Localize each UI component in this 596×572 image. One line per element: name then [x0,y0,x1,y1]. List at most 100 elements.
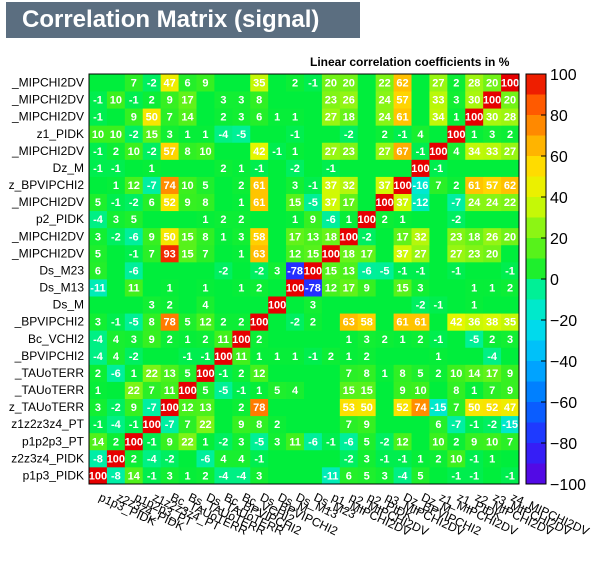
heatmap-cell [232,125,251,143]
heatmap-cell [106,381,126,399]
palette-swatch [526,197,546,218]
heatmap-cell [214,449,233,468]
cell-value-label: 7 [167,112,173,124]
heatmap-cell [178,466,197,485]
cell-value-label: 2 [95,368,101,380]
heatmap-cell [429,449,448,468]
heatmap-cell [447,381,466,399]
heatmap-cell [250,125,269,143]
heatmap-cell [250,279,269,297]
cell-value-label: 57 [164,146,176,158]
heatmap-cell [250,142,269,160]
heatmap-cell [196,193,215,212]
heatmap-cell [268,296,287,314]
palette-swatch [526,94,546,116]
cell-value-label: -2 [290,163,300,175]
heatmap-cell [483,347,502,365]
heatmap-cell [89,466,108,485]
cell-value-label: 7 [149,248,155,260]
heatmap-cell [411,279,430,297]
cell-value-label: -5 [469,334,479,346]
heatmap-cell [375,296,394,314]
cell-value-label: 1 [382,368,388,380]
heatmap-cell [286,449,305,468]
cell-value-label: 27 [450,248,462,260]
heatmap-cell [429,261,448,280]
cell-value-label: 1 [471,385,477,397]
heatmap-cell [447,279,466,297]
heatmap-cell [268,381,287,399]
cell-value-label: -4 [111,419,122,431]
heatmap-cell [357,91,377,109]
heatmap-cell [304,449,323,468]
heatmap-cell [286,347,305,365]
heatmap-cell [304,381,323,399]
heatmap-cell [214,193,233,212]
heatmap-cell [124,330,144,348]
palette-swatch [526,115,546,136]
heatmap-cell [321,398,341,417]
cell-value-label: 5 [202,180,208,192]
cell-value-label: -5 [308,197,318,209]
heatmap-cell [447,296,466,314]
heatmap-cell [124,398,144,417]
heatmap-cell [411,108,430,126]
y-tick-label: z1z2z3z4_PT [11,417,84,431]
heatmap-cell [232,398,251,417]
heatmap-cell [357,227,377,246]
cell-value-label: 2 [220,317,226,329]
heatmap-cell [160,466,179,485]
cell-value-label: 2 [113,436,119,448]
heatmap-cell [357,364,377,382]
cell-value-label: -2 [111,402,121,414]
cell-value-label: 22 [128,385,140,397]
cell-value-label: -4 [93,334,104,346]
heatmap-cell [89,74,108,92]
cell-value-label: -4 [218,470,229,482]
heatmap-cell [411,381,430,399]
palette-tick-label: 60 [550,149,568,166]
cell-value-label: 3 [274,436,280,448]
heatmap-cell [375,210,394,229]
heatmap-cell [178,398,197,417]
heatmap-cell [357,296,377,314]
heatmap-cell [142,432,162,451]
heatmap-cell [357,432,377,451]
cell-value-label: 17 [343,197,355,209]
heatmap-cell [321,381,341,399]
heatmap-cell [321,415,341,434]
heatmap-cell [321,210,341,229]
cell-value-label: 42 [253,146,265,158]
heatmap-cell [232,159,251,177]
heatmap-cell [106,296,126,314]
palette-swatch [526,443,546,464]
cell-value-label: -7 [147,180,157,192]
heatmap-cell [501,415,520,434]
cell-value-label: 37 [396,197,408,209]
heatmap-cell [447,125,466,143]
heatmap-cell [250,244,269,263]
heatmap-cell [178,330,197,348]
palette-swatch [526,463,546,485]
cell-value-label: 4 [292,385,299,397]
cell-value-label: -7 [451,197,461,209]
cell-value-label: 61 [396,112,408,124]
heatmap-cell [250,91,269,109]
cell-value-label: 6 [95,265,101,277]
heatmap-cell [429,466,448,485]
heatmap-cell [321,176,341,194]
cell-value-label: 3 [238,112,244,124]
heatmap-cell [268,432,287,451]
heatmap-cell [321,313,341,331]
heatmap-cell [124,466,144,485]
palette-swatch [526,402,546,423]
cell-value-label: -4 [93,351,104,363]
cell-value-label: 24 [379,112,392,124]
cell-value-label: -1 [505,470,515,482]
heatmap-cell [483,244,502,263]
heatmap-cell [321,91,341,109]
heatmap-cell [357,261,377,280]
heatmap-cell [339,125,359,143]
heatmap-cell [501,330,520,348]
heatmap-cell [465,261,484,280]
